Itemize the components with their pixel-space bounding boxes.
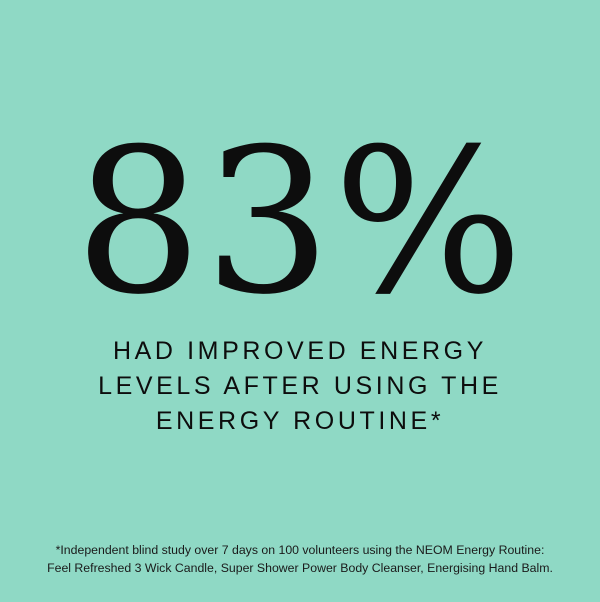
footnote: *Independent blind study over 7 days on … xyxy=(0,541,600,577)
headline: HAD IMPROVED ENERGY LEVELS AFTER USING T… xyxy=(0,334,600,439)
headline-line: LEVELS AFTER USING THE xyxy=(98,372,502,400)
footnote-line: *Independent blind study over 7 days on … xyxy=(55,543,545,557)
headline-line: HAD IMPROVED ENERGY xyxy=(112,337,487,365)
footnote-line: Feel Refreshed 3 Wick Candle, Super Show… xyxy=(47,561,553,575)
stat-percentage: 83% xyxy=(74,106,526,339)
headline-line: ENERGY ROUTINE* xyxy=(155,407,445,435)
